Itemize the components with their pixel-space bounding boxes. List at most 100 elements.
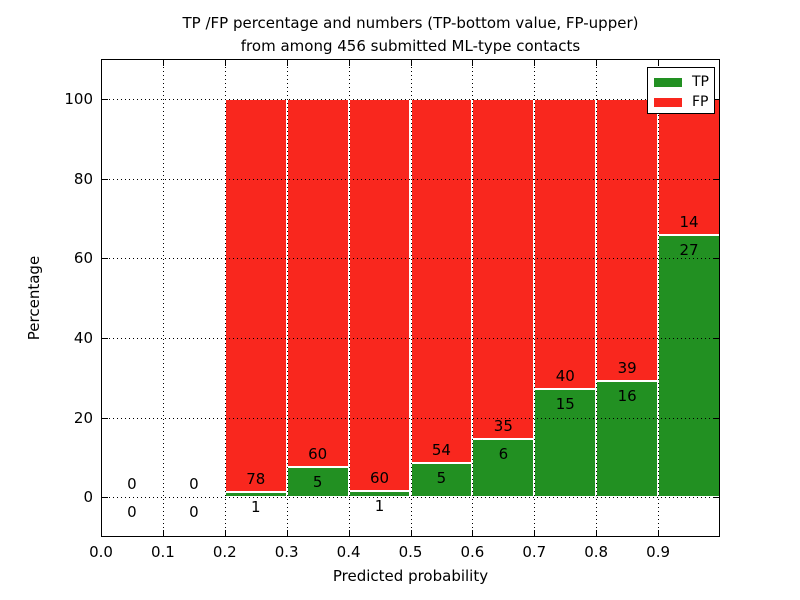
y-tick-mark (101, 258, 108, 260)
y-tick-label: 80 (73, 169, 93, 188)
x-tick-mark-top (472, 59, 474, 66)
fp-count-label: 60 (308, 444, 328, 463)
tp-count-label: 16 (617, 387, 637, 406)
fp-count-label: 54 (431, 441, 451, 460)
y-tick-mark (101, 178, 108, 180)
y-tick-mark-right (713, 258, 720, 260)
x-tick-mark (596, 530, 598, 537)
x-tick-mark-top (348, 59, 350, 66)
fp-count-label: 40 (555, 366, 575, 385)
tp-bar-segment (410, 463, 473, 498)
y-tick-mark-right (713, 497, 720, 499)
grid-line-x (286, 59, 288, 537)
chart-title: TP /FP percentage and numbers (TP-bottom… (101, 12, 720, 58)
y-tick-label: 20 (73, 408, 93, 427)
tp-legend-swatch (654, 78, 682, 87)
x-tick-mark-top (101, 59, 102, 66)
y-tick-label: 40 (73, 328, 93, 347)
x-tick-mark-top (224, 59, 226, 66)
legend: TP FP (647, 67, 715, 114)
grid-line-y (101, 98, 720, 100)
fp-count-label: 78 (246, 470, 266, 489)
y-tick-mark (101, 497, 108, 499)
y-tick-mark (101, 337, 108, 339)
tp-count-label: 0 (127, 503, 137, 522)
x-axis-label: Predicted probability (332, 567, 489, 585)
x-tick-mark (410, 530, 412, 537)
fp-count-label: 0 (127, 475, 137, 494)
fp-count-label: 0 (189, 475, 199, 494)
grid-line-x (534, 59, 536, 537)
x-tick-mark (472, 530, 474, 537)
grid-line-y (101, 337, 720, 339)
legend-item-tp: TP (648, 72, 714, 92)
fp-count-label: 60 (370, 468, 390, 487)
grid-line-x (472, 59, 474, 537)
x-tick-mark (658, 530, 660, 537)
x-tick-label: 0.1 (150, 543, 175, 561)
fp-bar-segment (596, 98, 659, 382)
x-tick-label: 0.3 (274, 543, 299, 561)
x-tick-label: 0.6 (460, 543, 485, 561)
y-tick-mark-right (713, 178, 720, 180)
y-tick-mark-right (713, 337, 720, 339)
x-tick-mark (534, 530, 536, 537)
fp-bar-segment (348, 98, 411, 491)
x-tick-mark-top (410, 59, 412, 66)
y-tick-label: 0 (83, 488, 93, 507)
y-tick-label: 60 (73, 249, 93, 268)
tp-count-label: 1 (250, 498, 261, 517)
grid-line-x (596, 59, 598, 537)
grid-line-x (658, 59, 660, 537)
x-tick-mark-top (534, 59, 536, 66)
y-tick-label: 100 (64, 89, 93, 108)
tp-count-label: 1 (374, 496, 385, 515)
fp-legend-swatch (654, 98, 682, 107)
grid-line-x (224, 59, 226, 537)
x-tick-mark-top (658, 59, 660, 66)
grid-line-y (101, 417, 720, 419)
y-tick-mark-right (713, 417, 720, 419)
x-tick-mark (101, 530, 102, 537)
y-tick-mark-right (713, 98, 720, 100)
x-tick-mark (348, 530, 350, 537)
legend-item-fp: FP (648, 92, 714, 112)
grid-line-x (410, 59, 412, 537)
grid-line-y (101, 497, 720, 499)
tp-bar-segment (286, 466, 349, 498)
fp-bar-segment (534, 98, 597, 389)
x-tick-mark-top (596, 59, 598, 66)
tp-bar-segment (658, 234, 720, 498)
grid-line-y (101, 178, 720, 180)
x-tick-label: 0.7 (522, 543, 547, 561)
tp-count-label: 0 (189, 503, 199, 522)
x-tick-mark-top (162, 59, 164, 66)
fp-bar-segment (410, 98, 473, 464)
x-tick-mark (162, 530, 164, 537)
fp-bar-segment (224, 98, 287, 493)
chart-title-line1: TP /FP percentage and numbers (TP-bottom… (182, 14, 639, 32)
fp-count-label: 14 (679, 212, 699, 231)
tp-count-label: 5 (312, 472, 323, 491)
fp-bar-segment (286, 98, 349, 467)
tp-count-label: 15 (555, 394, 575, 413)
tp-count-label: 5 (436, 469, 447, 488)
x-tick-label: 0.9 (646, 543, 671, 561)
x-tick-mark (224, 530, 226, 537)
grid-line-x (162, 59, 164, 537)
x-tick-label: 0.0 (89, 543, 113, 561)
y-tick-mark (101, 417, 108, 419)
tp-count-label: 27 (679, 240, 699, 259)
tp-legend-label: TP (692, 74, 709, 90)
chart-title-line2: from among 456 submitted ML-type contact… (240, 37, 581, 55)
grid-line-x (348, 59, 350, 537)
fp-bar-segment (472, 98, 535, 439)
fp-count-label: 35 (493, 416, 513, 435)
x-tick-label: 0.5 (398, 543, 423, 561)
x-tick-mark (286, 530, 288, 537)
x-tick-mark-top (286, 59, 288, 66)
fp-count-label: 39 (617, 359, 637, 378)
grid-line-y (101, 258, 720, 260)
x-tick-label: 0.8 (584, 543, 609, 561)
